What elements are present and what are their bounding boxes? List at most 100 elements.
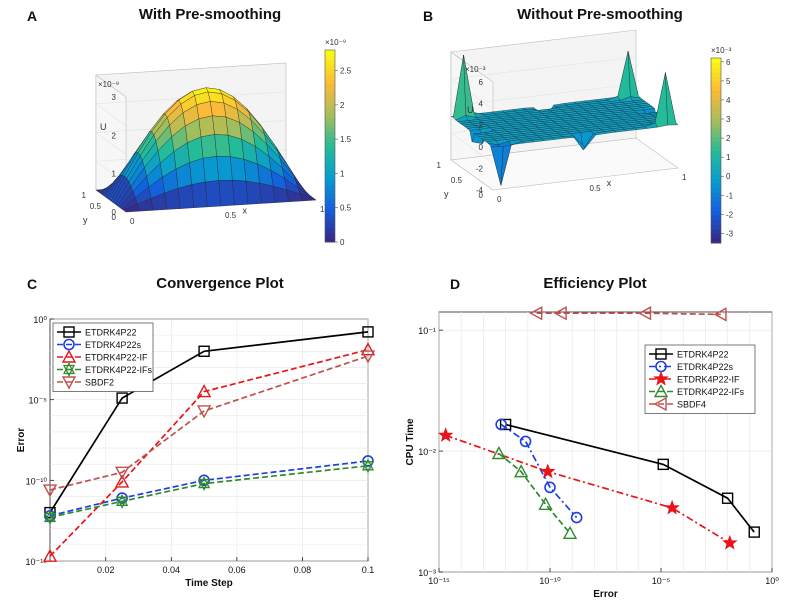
marker-hexagram <box>116 493 129 509</box>
series-line <box>49 331 369 514</box>
legend: ETDRK4P22 ETDRK4P22s ETDRK4P22-IF ETDRK4P22… <box>52 322 154 392</box>
series-line <box>500 423 578 519</box>
panel-label-a: A <box>27 8 38 24</box>
surface-patch <box>205 180 222 208</box>
marker-hexagram-part <box>43 512 57 525</box>
legend-entry: ETDRK4P22 <box>57 326 137 338</box>
colorbar-band <box>711 95 721 101</box>
legend-label: ETDRK4P22s <box>677 362 734 372</box>
legend-entry: ETDRK4P22s <box>57 338 142 351</box>
convergence-chart: 0.02 0.04 0.06 0.08 0.1 10⁰ 10⁻⁵ 10⁻¹⁰ 10⁻¹⁵ Time… <box>16 315 376 589</box>
surface-patch <box>665 72 679 126</box>
colorbar-band <box>325 78 335 85</box>
x-axis-label: Time Step <box>185 578 233 589</box>
x-axis-label: Error <box>593 589 618 600</box>
legend-entry: ETDRK4P22-IF <box>649 370 740 386</box>
colorbar-band <box>711 81 721 87</box>
series-sbdf4 <box>529 306 727 322</box>
colorbar-frame <box>324 49 336 243</box>
colorbar-band <box>711 67 721 73</box>
marker-hexagram <box>62 362 76 377</box>
series-etdrk4p22-ifs <box>491 446 578 540</box>
colorbar-band <box>325 126 335 133</box>
y-tick-label: 1 <box>437 161 442 170</box>
marker-triangle-up <box>562 525 578 540</box>
surface-mesh <box>450 51 679 186</box>
marker-triangle-left <box>713 307 727 322</box>
colorbar-band <box>325 74 335 80</box>
marker-hexagram-part <box>198 476 211 489</box>
x-axis-label: x <box>607 178 612 188</box>
z-scale-label: ×10⁻⁹ <box>98 80 119 89</box>
surface-patch <box>202 156 220 183</box>
y-tick-label: 0 <box>479 191 484 200</box>
marker-star <box>653 370 669 386</box>
colorbar-band <box>711 122 721 128</box>
marker-hexagram <box>198 476 211 492</box>
colorbar-band <box>711 178 721 184</box>
x-tick-label: 10⁰ <box>765 576 779 586</box>
colorbar-tick-label: 1 <box>726 153 731 162</box>
colorbar-band <box>325 194 335 200</box>
colorbar-band <box>711 113 721 119</box>
colorbar-band <box>325 165 335 171</box>
colorbar-band <box>711 196 721 202</box>
x-tick-label: 1 <box>320 205 325 214</box>
legend-label: ETDRK4P22 <box>85 328 137 338</box>
marker-hexagram-part <box>198 478 211 492</box>
surface-patch <box>214 134 231 157</box>
x-tick-label: 0 <box>130 217 135 226</box>
colorbar-band <box>325 88 335 94</box>
colorbar-band <box>325 117 335 123</box>
marker-triangle-up <box>114 474 130 488</box>
grid-line <box>450 56 637 110</box>
z-tick-label: 2 <box>479 121 484 130</box>
legend-label: SBDF2 <box>85 378 114 388</box>
colorbar-tick-label: 0.5 <box>340 204 352 213</box>
colorbar-band <box>711 159 721 165</box>
colorbar-band <box>325 189 335 195</box>
series-line <box>445 434 731 544</box>
surface-patch <box>191 181 208 208</box>
colorbar-band <box>711 192 721 198</box>
colorbar-band <box>711 229 721 235</box>
colorbar-band <box>711 182 721 188</box>
marker-square <box>499 418 512 431</box>
colorbar-band <box>711 206 721 212</box>
marker-square <box>63 326 75 338</box>
colorbar-band <box>325 59 335 65</box>
marker-triangle-left <box>637 306 652 321</box>
marker-square <box>198 345 210 357</box>
x-tick-label: 10⁻⁵ <box>652 576 671 586</box>
marker-triangle-down <box>196 405 212 419</box>
colorbar-band <box>711 187 721 193</box>
colorbar-band <box>711 150 721 156</box>
panel-label-d: D <box>450 276 461 292</box>
x-tick-label: 0.06 <box>228 565 246 575</box>
y-tick-label: 10⁻² <box>418 447 436 457</box>
legend-entry: SBDF4 <box>649 396 706 412</box>
colorbar-band <box>711 169 721 175</box>
x-tick-label: 10⁻¹⁵ <box>428 576 450 586</box>
legend-entry: ETDRK4P22-IFs <box>649 384 745 398</box>
legend-entry: ETDRK4P22-IF <box>57 349 148 363</box>
surface-mesh <box>95 87 317 213</box>
y-axis-label: Error <box>16 428 27 453</box>
marker-hexagram-part <box>62 362 76 375</box>
series-etdrk4p22 <box>44 326 374 519</box>
surface-patch <box>210 101 227 118</box>
z-tick-label: -2 <box>476 164 484 173</box>
z-tick-label: -4 <box>476 186 484 195</box>
x-tick-label: 0 <box>497 195 502 204</box>
panel-title-c: Convergence Plot <box>156 275 284 292</box>
x-tick-label: 10⁻¹⁰ <box>539 576 561 586</box>
panel-label-c: C <box>27 276 38 292</box>
surface-patch <box>200 134 217 159</box>
colorbar-band <box>711 58 721 64</box>
colorbar-band <box>711 238 721 244</box>
panel-title-d: Efficiency Plot <box>543 275 647 292</box>
series-line <box>498 452 571 534</box>
series-line <box>49 460 369 517</box>
marker-circle <box>495 418 507 431</box>
colorbar-tick-label: 0 <box>340 238 345 247</box>
